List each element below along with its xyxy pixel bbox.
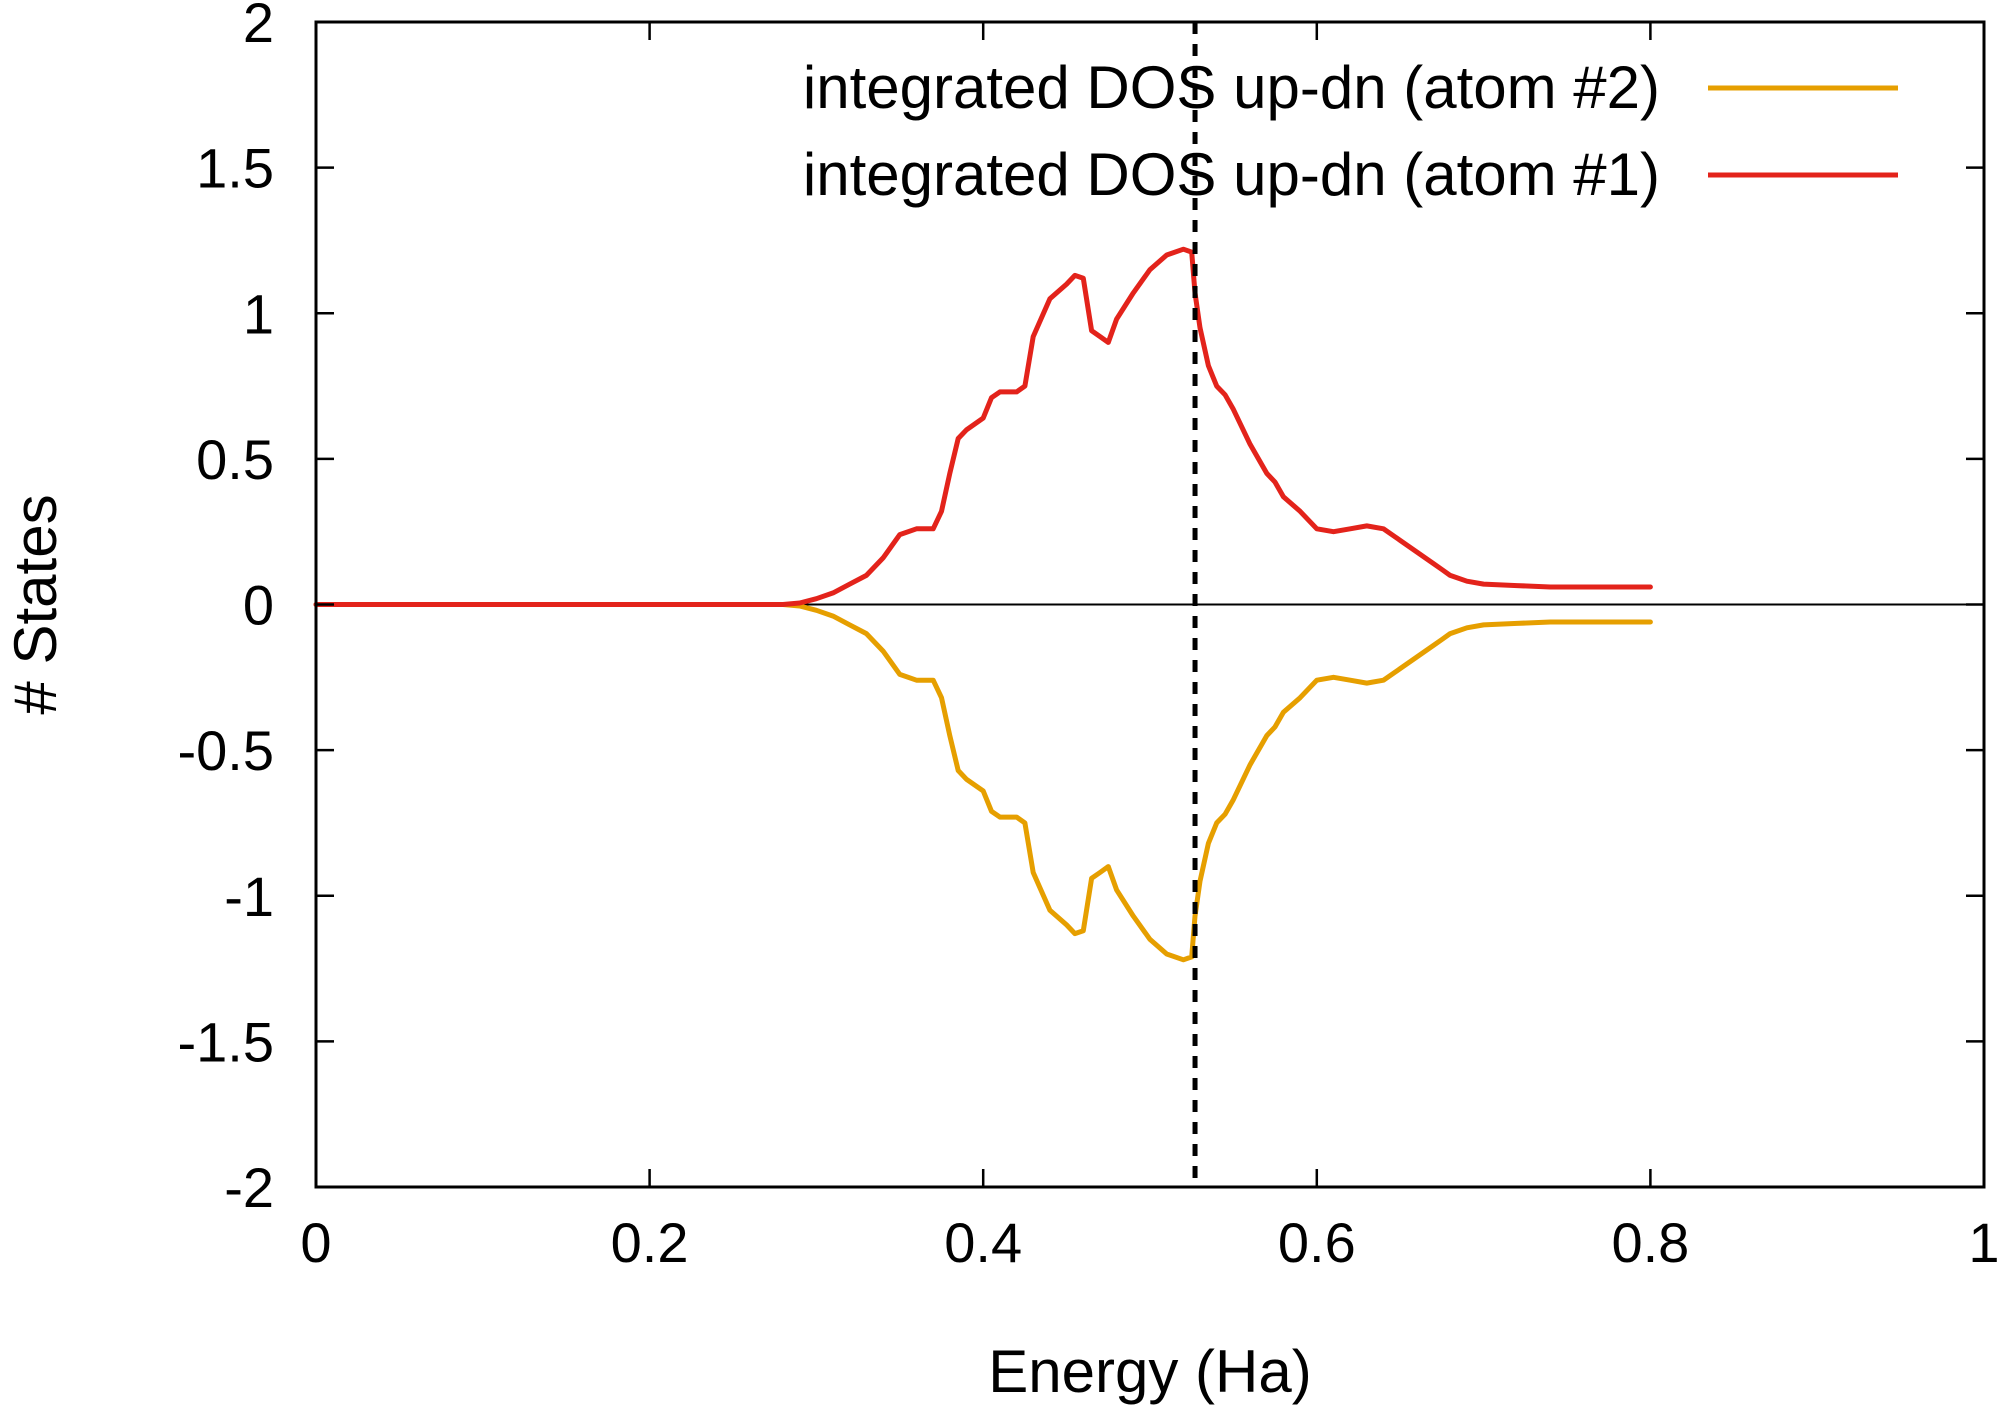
x-axis-title: Energy (Ha) xyxy=(988,1338,1311,1405)
y-tick-label: -0.5 xyxy=(178,719,275,782)
y-tick-label: 1 xyxy=(243,282,274,345)
x-tick-label: 0.4 xyxy=(944,1211,1022,1274)
y-tick-label: -1.5 xyxy=(178,1010,275,1073)
y-tick-label: 0 xyxy=(243,574,274,637)
y-tick-label: -1 xyxy=(224,865,274,928)
x-tick-label: 0.8 xyxy=(1611,1211,1689,1274)
x-tick-label: 1 xyxy=(1968,1211,1999,1274)
legend-label-2: integrated DOS up-dn (atom #1) xyxy=(803,141,1660,208)
y-tick-label: 2 xyxy=(243,0,274,54)
y-tick-label: -2 xyxy=(224,1156,274,1219)
y-tick-label: 1.5 xyxy=(196,137,274,200)
series-line-2 xyxy=(313,246,1653,607)
x-tick-label: 0 xyxy=(300,1211,331,1274)
series-line-1 xyxy=(313,602,1653,963)
y-axis-title: # States xyxy=(2,494,69,714)
y-tick-label: 0.5 xyxy=(196,428,274,491)
x-tick-label: 0.2 xyxy=(611,1211,689,1274)
legend-label-1: integrated DOS up-dn (atom #2) xyxy=(803,54,1660,121)
x-tick-label: 0.6 xyxy=(1278,1211,1356,1274)
